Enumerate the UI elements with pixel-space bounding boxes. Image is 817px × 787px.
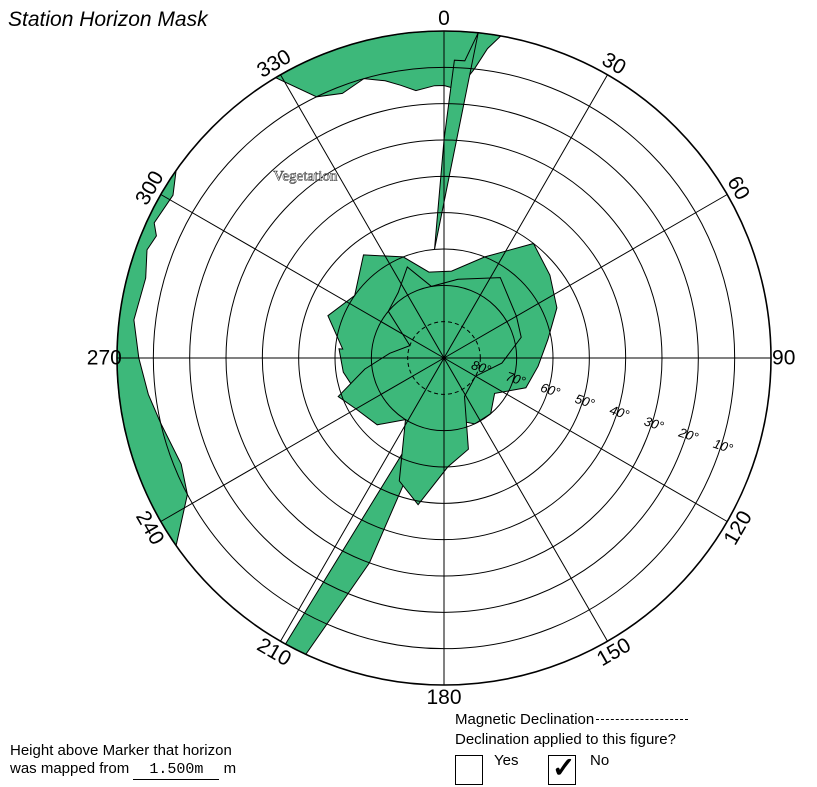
yes-checkbox[interactable] [455, 755, 483, 785]
elevation-label-70: 70° [504, 369, 527, 389]
elevation-label-30: 30° [642, 413, 665, 433]
elevation-label-80: 80° [470, 357, 493, 377]
elevation-label-60: 60° [539, 380, 562, 400]
azimuth-label-30: 30 [598, 48, 630, 80]
declination-label: Magnetic Declination [455, 711, 595, 728]
declination-label-row: Magnetic Declination [455, 711, 689, 729]
azimuth-spoke-60 [443, 194, 728, 359]
azimuth-spoke-330 [280, 74, 445, 359]
height-note-prefix: was mapped from [10, 760, 130, 777]
height-note-line1: Height above Marker that horizon [10, 742, 232, 759]
azimuth-label-150: 150 [593, 633, 635, 670]
yes-label: Yes [494, 752, 519, 769]
azimuth-label-0: 0 [438, 7, 450, 30]
azimuth-spoke-150 [443, 357, 608, 642]
elevation-label-10: 10° [711, 436, 734, 456]
declination-question: Declination applied to this figure? [455, 731, 676, 748]
azimuth-spoke-210 [280, 357, 445, 642]
plot-title: Station Horizon Mask [8, 8, 208, 31]
mask-layer [116, 30, 558, 656]
no-label: No [590, 752, 610, 769]
azimuth-label-120: 120 [719, 507, 756, 549]
no-checkbox[interactable]: ✓ [548, 752, 576, 785]
height-value-field[interactable]: 1.500m [133, 761, 220, 780]
azimuth-spoke-240 [160, 357, 445, 522]
azimuth-label-180: 180 [426, 686, 461, 709]
obstruction-label: Vegetation [273, 169, 338, 185]
elevation-label-50: 50° [573, 391, 596, 411]
height-note: Height above Marker that horizon was map… [10, 742, 236, 780]
mask-southwest-spike [284, 437, 417, 656]
azimuth-label-60: 60 [722, 172, 754, 204]
azimuth-spoke-120 [443, 357, 728, 522]
azimuth-label-270: 270 [87, 347, 122, 370]
polar-grid [116, 30, 772, 686]
no-check-mark: ✓ [552, 752, 576, 783]
elevation-label-20: 20° [676, 424, 700, 445]
height-note-line2: was mapped from 1.500m m [10, 760, 236, 780]
azimuth-label-90: 90 [772, 347, 795, 370]
azimuth-spoke-300 [160, 194, 445, 359]
azimuth-spoke-30 [443, 74, 608, 359]
height-unit: m [223, 760, 237, 777]
declination-value-line[interactable] [596, 719, 689, 720]
elevation-label-40: 40° [608, 402, 631, 422]
